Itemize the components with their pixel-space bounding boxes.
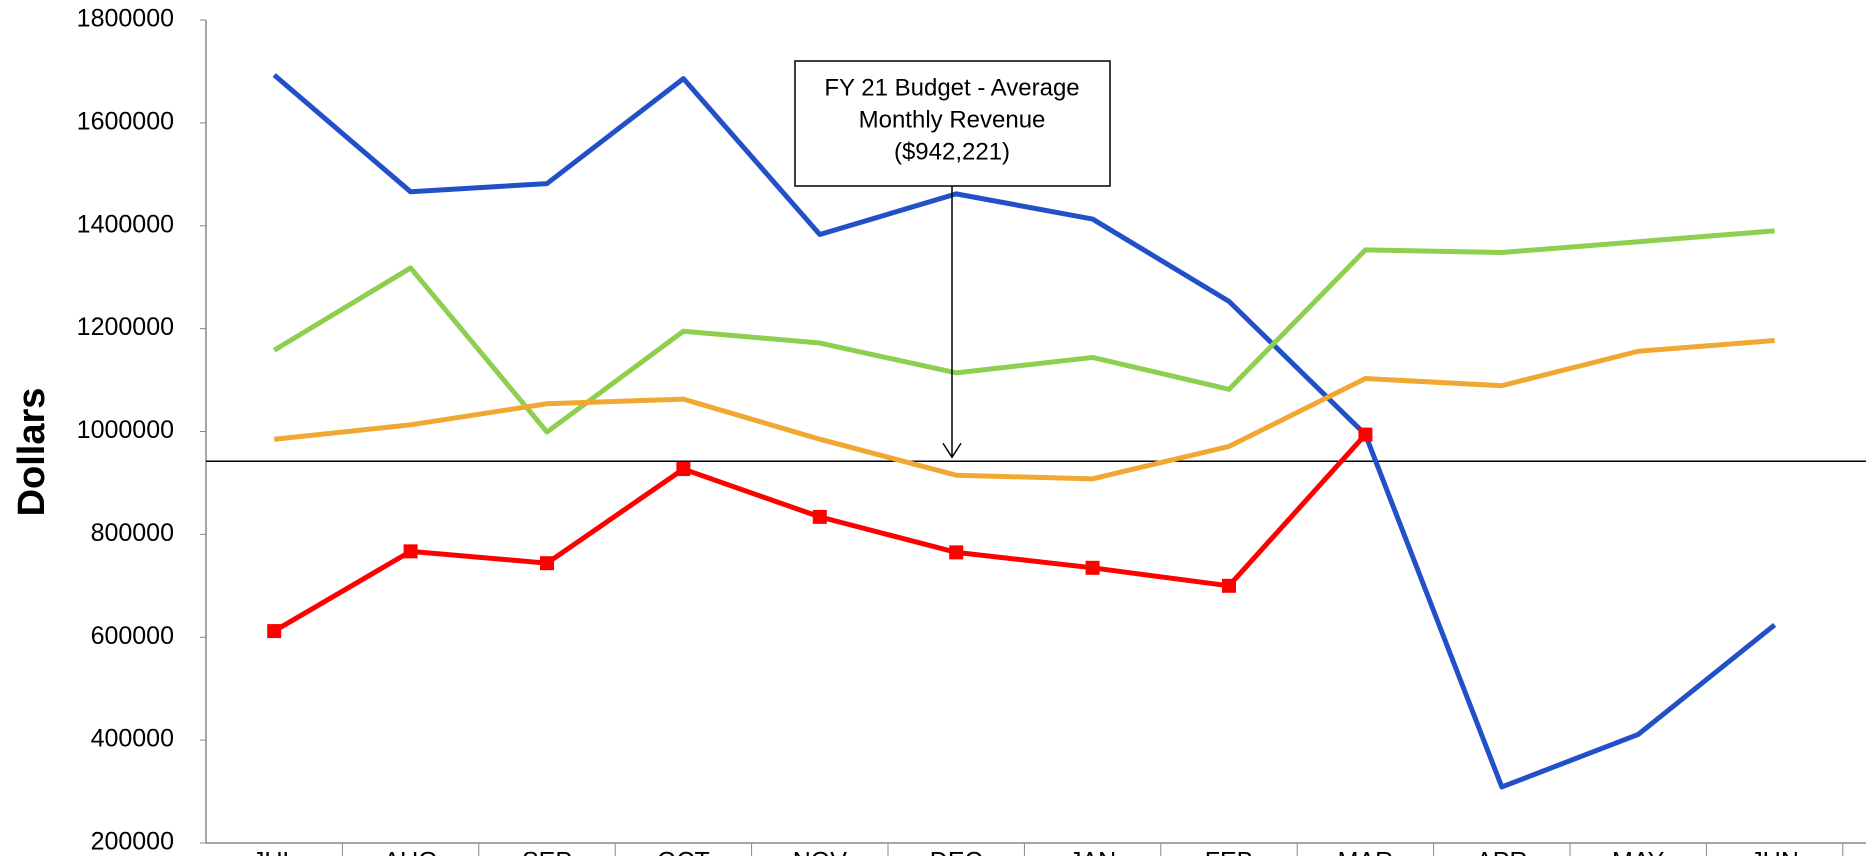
x-tick-label: MAY (1612, 848, 1665, 856)
x-tick-label: OCT (657, 848, 710, 856)
point-marker (676, 462, 691, 477)
y-tick-label: 1800000 (77, 5, 174, 33)
point-marker (949, 545, 964, 560)
x-tick-label: JUL (252, 848, 297, 856)
y-tick-label: 600000 (91, 622, 174, 650)
y-tick-label: 400000 (91, 725, 174, 753)
series-line (272, 73, 1777, 790)
y-tick-label: 1600000 (77, 107, 174, 135)
x-tick-label: APR (1476, 848, 1527, 856)
annotation-text: ($942,221) (894, 138, 1010, 165)
point-marker (812, 509, 827, 524)
series-line (272, 228, 1775, 435)
point-marker (267, 624, 282, 639)
y-axis-label: Dollars (11, 388, 53, 517)
point-marker (403, 544, 418, 559)
x-tick-label: JUN (1750, 848, 1799, 856)
x-tick-label: AUG (384, 848, 438, 856)
series-line (273, 337, 1775, 482)
arrow-head (942, 442, 962, 459)
x-tick-label: FEB (1205, 848, 1254, 856)
x-tick-label: SEP (522, 848, 572, 856)
y-tick-label: 1000000 (77, 416, 174, 444)
x-tick-label: NOV (793, 848, 848, 856)
x-tick-label: DEC (930, 848, 983, 856)
y-tick-label: 1200000 (77, 313, 174, 341)
series-line (272, 432, 1368, 634)
y-tick-label: 1400000 (77, 210, 174, 238)
y-tick-label: 800000 (91, 519, 174, 547)
annotation-text: Monthly Revenue (859, 106, 1046, 133)
x-tick-label: JAN (1069, 848, 1116, 856)
x-tick-label: MAR (1338, 848, 1394, 856)
annotation-box (794, 60, 1111, 187)
y-tick-label: 200000 (91, 828, 174, 856)
annotation-text: FY 21 Budget - Average (824, 74, 1079, 101)
point-marker (1358, 427, 1373, 442)
point-marker (1085, 560, 1100, 575)
point-marker (1222, 578, 1236, 593)
point-marker (540, 556, 554, 571)
